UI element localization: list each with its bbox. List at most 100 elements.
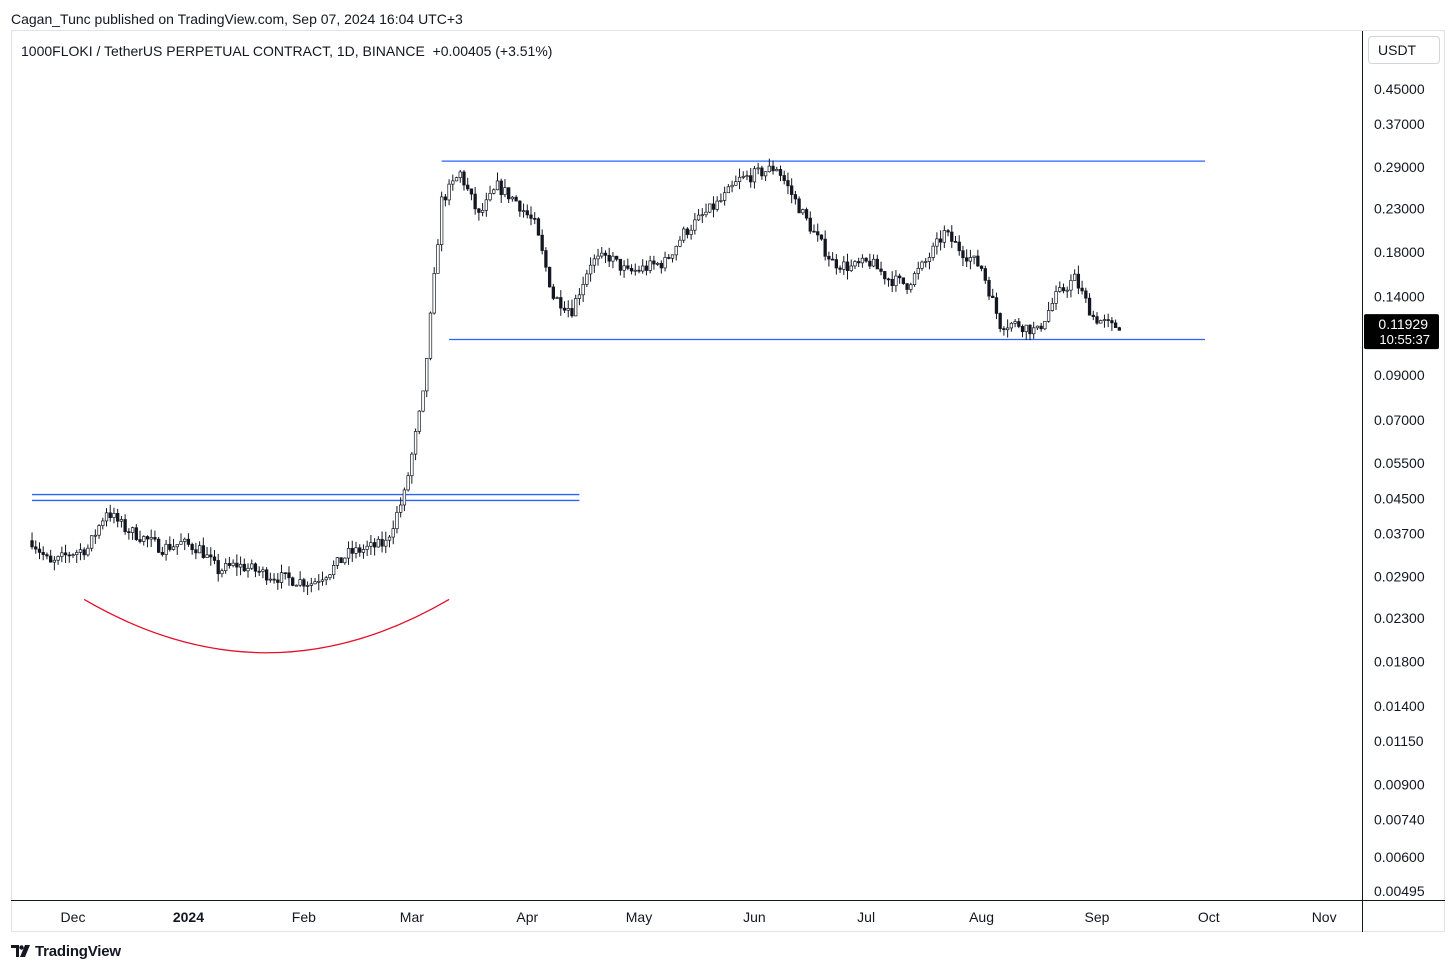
candle-body <box>711 203 716 210</box>
candle <box>391 520 395 545</box>
candle <box>1002 326 1006 336</box>
candle <box>659 260 663 274</box>
candle <box>1013 319 1017 328</box>
candle <box>547 266 552 288</box>
candle-body <box>950 231 954 242</box>
candle <box>30 532 34 550</box>
candle <box>153 530 157 542</box>
candle <box>298 571 302 587</box>
candle <box>719 193 723 203</box>
currency-button[interactable]: USDT <box>1368 36 1440 64</box>
candle-body <box>931 245 935 258</box>
candle-body <box>1065 289 1069 292</box>
candle-body <box>294 584 299 587</box>
candle <box>175 543 179 555</box>
candle <box>953 235 958 243</box>
candle <box>171 538 176 551</box>
candle-body <box>823 238 827 257</box>
candle-body <box>920 261 924 269</box>
y-tick-label: 0.05500 <box>1374 455 1425 471</box>
candle-body <box>797 198 801 214</box>
candle-body <box>682 228 686 241</box>
candle-body <box>741 175 745 178</box>
candle-body <box>171 546 176 550</box>
candle-body <box>1024 324 1028 333</box>
candle-body <box>875 258 879 270</box>
candle <box>302 577 306 593</box>
candle-body <box>972 255 976 258</box>
candle-body <box>879 268 883 272</box>
candle <box>86 544 90 557</box>
candle <box>294 584 299 587</box>
candle <box>622 260 626 278</box>
rounded-bottom-arc[interactable] <box>83 598 450 654</box>
candle-body <box>164 543 168 555</box>
candle <box>767 158 771 173</box>
candle-body <box>667 257 671 259</box>
candle <box>503 179 507 198</box>
y-tick-label: 0.01400 <box>1374 698 1425 714</box>
candle <box>1054 285 1058 310</box>
candle-body <box>149 537 153 540</box>
candle-body <box>897 275 902 279</box>
candle-body <box>1035 325 1040 329</box>
candle <box>771 160 775 175</box>
candle <box>317 574 321 591</box>
candle <box>879 261 883 276</box>
candle <box>261 566 265 579</box>
candle <box>432 267 436 315</box>
candle <box>183 537 187 551</box>
candle-body <box>514 196 518 202</box>
tradingview-logo-icon <box>11 945 30 957</box>
candle <box>976 249 980 267</box>
candle <box>745 170 749 181</box>
candle <box>607 247 611 268</box>
candle-body <box>641 265 645 272</box>
candle-body <box>700 214 704 217</box>
candle <box>965 249 969 268</box>
candle-body <box>536 218 541 236</box>
candle-body <box>339 557 343 564</box>
candle-body <box>1091 314 1095 317</box>
candle <box>186 533 191 547</box>
candle <box>235 554 239 576</box>
candle <box>987 276 991 300</box>
candle <box>853 260 857 270</box>
candle <box>212 550 217 565</box>
candle-body <box>946 230 950 233</box>
candle-body <box>220 570 224 575</box>
candle <box>436 239 440 274</box>
candle <box>194 542 198 560</box>
candle <box>1087 293 1092 316</box>
candle-body <box>1032 327 1036 335</box>
candle-body <box>901 277 906 284</box>
candle <box>1028 324 1032 341</box>
candle-body <box>104 512 109 522</box>
candle-body <box>782 175 786 181</box>
y-tick-label: 0.09000 <box>1374 367 1425 383</box>
candle-body <box>1039 325 1043 330</box>
candle-body <box>261 569 265 572</box>
y-tick-label: 0.01150 <box>1374 733 1424 749</box>
candle-body <box>816 231 820 236</box>
candle-body <box>75 552 79 556</box>
candle <box>886 277 891 287</box>
candle-body <box>767 165 771 173</box>
candle-body <box>1106 319 1110 321</box>
candle <box>544 247 548 272</box>
candle <box>37 542 42 560</box>
candle-body <box>685 228 690 235</box>
candle-body <box>871 258 876 267</box>
tradingview-brand[interactable]: TradingView <box>11 940 121 962</box>
candle <box>626 258 630 271</box>
last-price-countdown: 10:55:37 <box>1379 332 1430 347</box>
candle <box>685 227 690 239</box>
candle-body <box>979 265 984 269</box>
y-tick-label: 0.00495 <box>1374 883 1425 899</box>
candle <box>216 554 220 582</box>
candle <box>71 553 75 558</box>
candle <box>1061 283 1066 294</box>
drawing-annotations[interactable] <box>32 160 1205 654</box>
candle-body <box>559 297 563 309</box>
